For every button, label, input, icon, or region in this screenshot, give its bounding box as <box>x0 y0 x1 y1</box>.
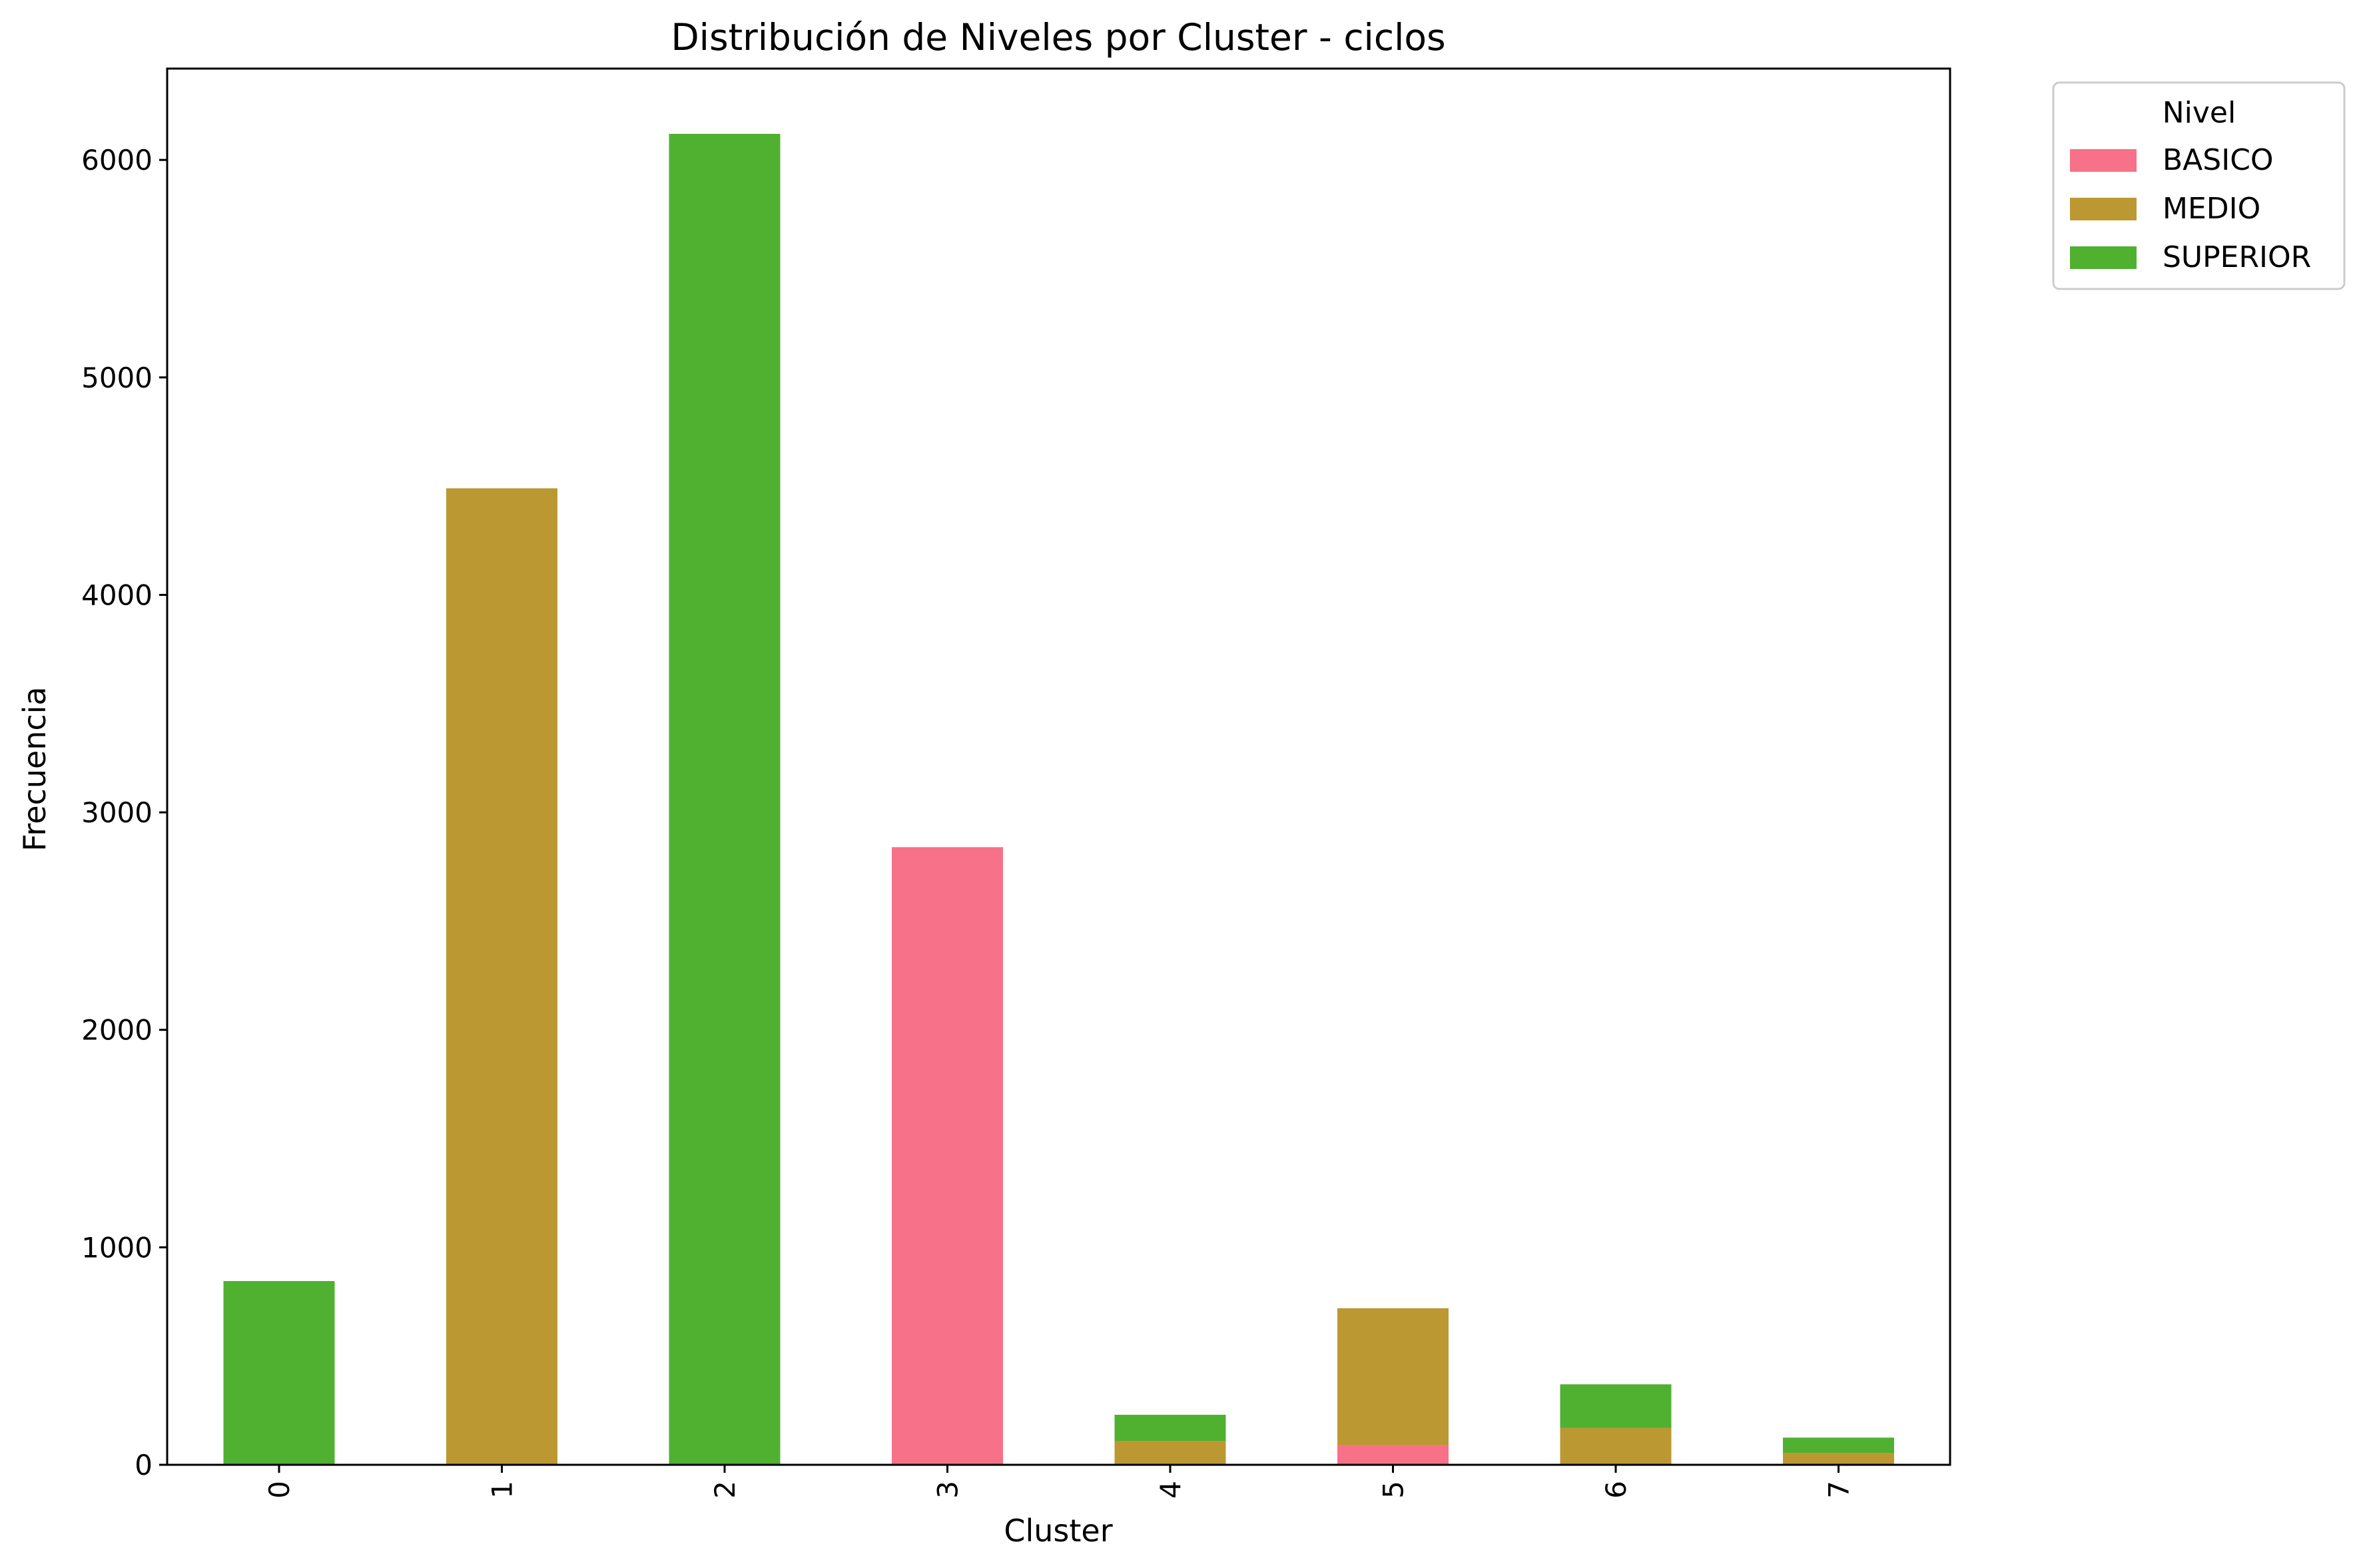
chart-title: Distribución de Niveles por Cluster - ci… <box>671 16 1445 59</box>
bar-superior-cluster-2 <box>669 133 781 1465</box>
bar-basico-cluster-5 <box>1337 1445 1449 1465</box>
legend-label-superior: SUPERIOR <box>2163 240 2311 274</box>
y-tick-label: 6000 <box>81 144 153 176</box>
x-tick-label: 4 <box>1154 1481 1187 1499</box>
x-tick-label: 6 <box>1600 1481 1632 1499</box>
x-tick-label: 2 <box>709 1481 741 1499</box>
y-axis: 0 1000 2000 3000 4000 5000 6000 <box>81 144 167 1481</box>
x-tick-label: 0 <box>263 1481 296 1499</box>
x-axis: 0 1 2 3 4 5 6 7 <box>263 1465 1856 1499</box>
y-tick-label: 4000 <box>81 579 153 611</box>
y-tick-label: 3000 <box>81 796 153 829</box>
legend-title: Nivel <box>2163 96 2236 130</box>
legend-swatch-medio <box>2070 198 2137 220</box>
bars-group <box>223 133 1894 1465</box>
legend-label-medio: MEDIO <box>2163 192 2260 226</box>
bar-medio-cluster-4 <box>1114 1441 1226 1465</box>
bar-medio-cluster-5 <box>1337 1308 1449 1445</box>
bar-medio-cluster-6 <box>1560 1428 1672 1465</box>
legend-frame <box>2052 81 2346 290</box>
bar-superior-cluster-0 <box>223 1280 335 1465</box>
x-tick-label: 5 <box>1377 1481 1410 1499</box>
x-axis-title: Cluster <box>1004 1513 1112 1549</box>
y-tick-label: 0 <box>135 1449 153 1481</box>
bar-basico-cluster-3 <box>892 847 1003 1465</box>
x-tick-label: 7 <box>1823 1481 1856 1499</box>
x-tick-label: 1 <box>486 1481 519 1499</box>
x-tick-label: 3 <box>932 1481 964 1499</box>
y-tick-label: 5000 <box>81 362 153 394</box>
y-tick-label: 1000 <box>81 1231 153 1264</box>
legend-swatch-superior <box>2070 246 2137 269</box>
plot-frame <box>166 67 1951 1466</box>
y-tick-label: 2000 <box>81 1014 153 1047</box>
bar-superior-cluster-7 <box>1783 1437 1894 1453</box>
bar-medio-cluster-1 <box>446 488 557 1465</box>
legend-label-basico: BASICO <box>2163 143 2274 177</box>
legend: Nivel BASICO MEDIO SUPERIOR <box>2052 81 2346 290</box>
bar-superior-cluster-4 <box>1114 1414 1226 1441</box>
legend-swatch-basico <box>2070 149 2137 172</box>
y-axis-title: Frecuencia <box>17 686 53 851</box>
bar-superior-cluster-6 <box>1560 1384 1672 1428</box>
bar-medio-cluster-7 <box>1783 1453 1894 1465</box>
